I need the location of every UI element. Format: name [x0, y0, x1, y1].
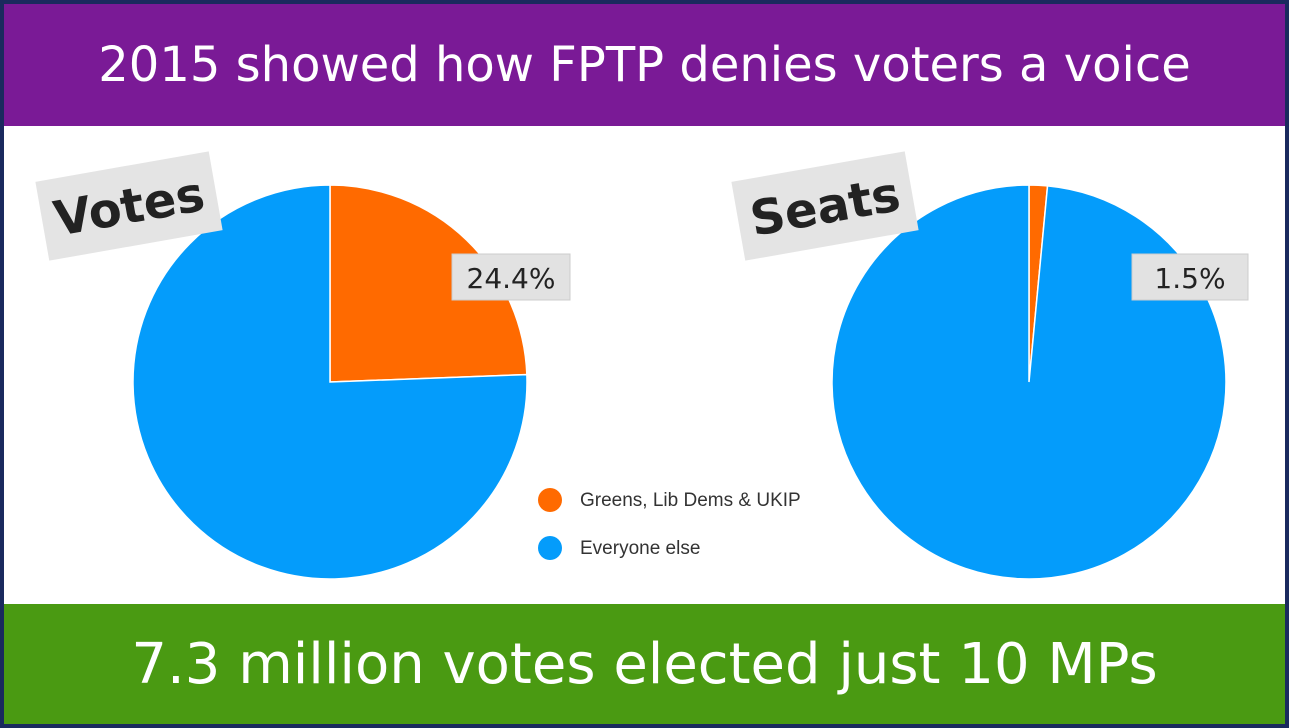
- seats-data-label-text: 1.5%: [1154, 262, 1225, 295]
- pie-charts: Votes Seats 24.4% 1.5% Greens, Lib Dems …: [35, 151, 1249, 580]
- votes-pie-chart: [132, 184, 528, 580]
- page-title: 2015 showed how FPTP denies voters a voi…: [98, 37, 1191, 93]
- seats-data-label-background: [1131, 253, 1249, 301]
- seats-title-tag: Seats: [731, 151, 919, 261]
- votes-title-tag: Votes: [35, 151, 223, 261]
- votes-data-label-text: 24.4%: [467, 262, 556, 295]
- votes-data-label: 24.4%: [451, 253, 571, 301]
- seats-pie-slice-everyone-else: [831, 184, 1227, 580]
- legend-swatch-orange: [538, 488, 562, 512]
- title-banner: 2015 showed how FPTP denies voters a voi…: [4, 4, 1285, 126]
- footer-caption: 7.3 million votes elected just 10 MPs: [131, 631, 1158, 697]
- legend-label: Greens, Lib Dems & UKIP: [580, 490, 801, 511]
- seats-tag-background: [731, 151, 919, 261]
- caption-banner: 7.3 million votes elected just 10 MPs: [4, 604, 1285, 724]
- infographic-frame: 2015 showed how FPTP denies voters a voi…: [4, 4, 1285, 724]
- seats-data-label: 1.5%: [1131, 253, 1249, 301]
- seats-pie-chart: [831, 184, 1227, 580]
- legend-item: Greens, Lib Dems & UKIP: [538, 488, 801, 512]
- votes-pie-slice-minor-parties: [329, 184, 528, 383]
- legend-label: Everyone else: [580, 538, 700, 559]
- legend: Greens, Lib Dems & UKIP Everyone else: [538, 488, 801, 560]
- votes-data-label-background: [451, 253, 571, 301]
- votes-tag-background: [35, 151, 223, 261]
- legend-swatch-blue: [538, 536, 562, 560]
- legend-item: Everyone else: [538, 536, 700, 560]
